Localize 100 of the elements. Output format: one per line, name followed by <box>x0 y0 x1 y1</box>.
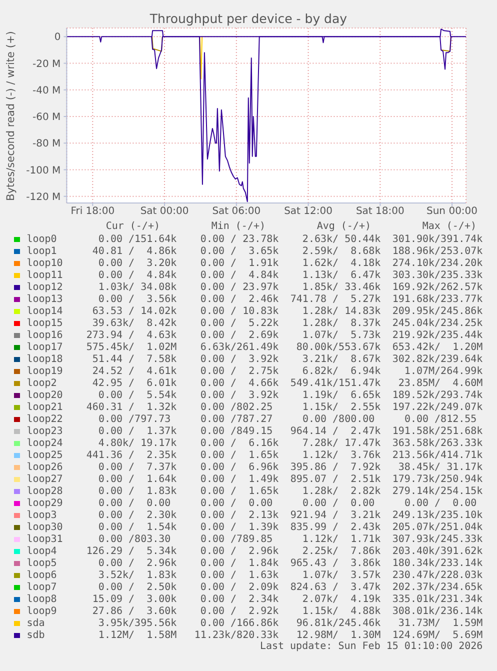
text: 15.09 / 3.00k <box>92 594 177 606</box>
text: 303.30k/235.33k <box>392 270 483 282</box>
text: 191.68k/233.77k <box>392 294 483 306</box>
y-tick-label: -100 M <box>26 165 61 176</box>
text: 2.07k/ 4.19k <box>302 594 381 606</box>
text: Avg (-/+) <box>316 221 371 234</box>
legend-label: loop5 <box>26 558 57 570</box>
text: 1.62k/ 4.18k <box>302 258 381 270</box>
legend-label: loop18 <box>26 354 63 366</box>
legend-label: loop11 <box>26 270 63 282</box>
text: 0.00 / 3.65k <box>200 246 279 258</box>
text: 895.07 / 2.51k <box>290 474 381 486</box>
text: Max (-/+) <box>422 221 476 234</box>
text: 0.00 /802.25 <box>200 402 273 414</box>
text: 209.95k/245.86k <box>392 306 483 318</box>
text: 0.00 / 0.00 <box>302 498 375 510</box>
text: 0.00 /789.85 <box>200 534 273 546</box>
legend-label: loop3 <box>26 510 57 522</box>
text: 38.45k/ 31.17k <box>398 462 483 474</box>
text: 0.00 / 2.75k <box>200 366 279 378</box>
text: 31.73M/ 1.59M <box>398 618 483 630</box>
y-tick-label: -60 M <box>32 112 61 124</box>
text: 0.00 / 5.54k <box>98 390 177 402</box>
text: 0.00 / 1.91k <box>200 258 279 270</box>
x-tick-label: Sat 18:00 <box>356 206 404 218</box>
legend-label: loop31 <box>26 534 63 546</box>
text: 42.95 / 6.01k <box>92 378 177 390</box>
text: 1.28k/ 14.83k <box>302 306 381 318</box>
text: Cur (-/+) <box>106 221 160 234</box>
text: 0.00 / 2.92k <box>200 606 279 618</box>
text: 11.23k/820.33k <box>194 630 279 642</box>
text: 205.07k/251.04k <box>392 522 483 534</box>
y-tick-label: 0 <box>54 32 61 44</box>
text: Last update: Sun Feb 15 01:10:00 2026 <box>260 641 483 654</box>
text: 301.90k/391.74k <box>392 234 483 246</box>
text: 219.92k/235.44k <box>392 330 483 342</box>
text: 63.53 / 14.02k <box>92 306 177 318</box>
text: 0.00 / 3.56k <box>98 294 177 306</box>
text: 0.00 / 1.49k <box>200 474 279 486</box>
text: 0.00 / 6.16k <box>200 438 279 450</box>
text: 0.00 / 0.00 <box>200 498 273 510</box>
x-tick-label: Fri 18:00 <box>70 206 115 218</box>
legend-label: loop14 <box>26 306 63 318</box>
text: 1.07M/264.99k <box>404 366 483 378</box>
legend-label: loop29 <box>26 498 63 510</box>
text: 395.86 / 7.92k <box>290 462 381 474</box>
y-tick-label: -80 M <box>32 138 61 150</box>
text: 12.98M/ 1.30M <box>296 630 381 641</box>
text: 279.14k/254.15k <box>392 486 483 498</box>
y-axis-title: Bytes/second read (-) / write (+) <box>4 30 18 202</box>
text: 80.00k/553.67k <box>296 342 381 354</box>
text: 40.81 / 4.86k <box>92 246 177 258</box>
legend-label: loop22 <box>26 414 63 426</box>
text: 4.80k/ 19.17k <box>98 438 177 450</box>
text: 302.82k/239.64k <box>392 354 483 366</box>
legend-label: loop13 <box>26 294 63 306</box>
text: 3.21k/ 8.67k <box>302 354 381 366</box>
text: 0.00 / 1.65k <box>200 450 279 462</box>
legend-label: loop27 <box>26 474 63 486</box>
text: 1.28k/ 2.82k <box>302 486 381 498</box>
legend-label: loop23 <box>26 426 63 438</box>
text: 0.00 / 2.34k <box>200 594 279 606</box>
text: 0.00 / 3.20k <box>98 258 177 270</box>
text: 0.00 / 1.54k <box>98 522 177 534</box>
text: 0.00 / 0.00 <box>98 498 171 510</box>
text: 1.07k/ 3.57k <box>302 570 381 582</box>
text: 741.78 / 5.27k <box>290 294 381 306</box>
x-tick-label: Sun 00:00 <box>426 206 478 218</box>
text: 1.12k/ 3.76k <box>302 450 381 462</box>
text: 180.34k/233.14k <box>392 558 483 570</box>
text: 0.00 / 0.00 <box>404 498 477 510</box>
text: 0.00 / 6.96k <box>200 462 279 474</box>
text: 0.00 / 4.84k <box>98 270 177 282</box>
legend-label: loop4 <box>26 546 57 558</box>
text: 6.63k/261.49k <box>200 342 279 354</box>
text: 964.14 / 2.47k <box>290 426 381 438</box>
text: 179.73k/250.94k <box>392 474 483 486</box>
text: 0.00 /800.00 <box>302 414 375 426</box>
text: 213.56k/414.71k <box>392 450 483 462</box>
text: 441.36 / 2.35k <box>86 450 177 462</box>
text: 7.28k/ 17.47k <box>302 438 381 450</box>
text: 245.04k/234.25k <box>392 318 483 330</box>
text: 3.95k/395.56k <box>98 618 177 630</box>
text: 1.15k/ 4.88k <box>302 606 381 618</box>
text: 0.00 / 2.69k <box>200 330 279 342</box>
text: 0.00 /166.86k <box>200 618 279 630</box>
text: 2.25k/ 7.86k <box>302 546 381 558</box>
text: 0.00 /787.27 <box>200 414 273 426</box>
text: 96.81k/245.46k <box>296 618 381 630</box>
text: 1.03k/ 34.08k <box>98 282 177 294</box>
text: 6.82k/ 6.94k <box>302 366 381 378</box>
legend-label: sda <box>26 618 45 630</box>
legend-label: loop8 <box>26 594 57 606</box>
text: 0.00 / 3.92k <box>200 354 279 366</box>
text: 965.43 / 3.86k <box>290 558 381 570</box>
text: 0.00 / 2.09k <box>200 582 279 594</box>
text: 0.00 /151.64k <box>98 234 177 246</box>
text: 230.47k/228.03k <box>392 570 483 582</box>
legend-label: loop21 <box>26 402 63 414</box>
text: 0.00 / 3.92k <box>200 390 279 402</box>
